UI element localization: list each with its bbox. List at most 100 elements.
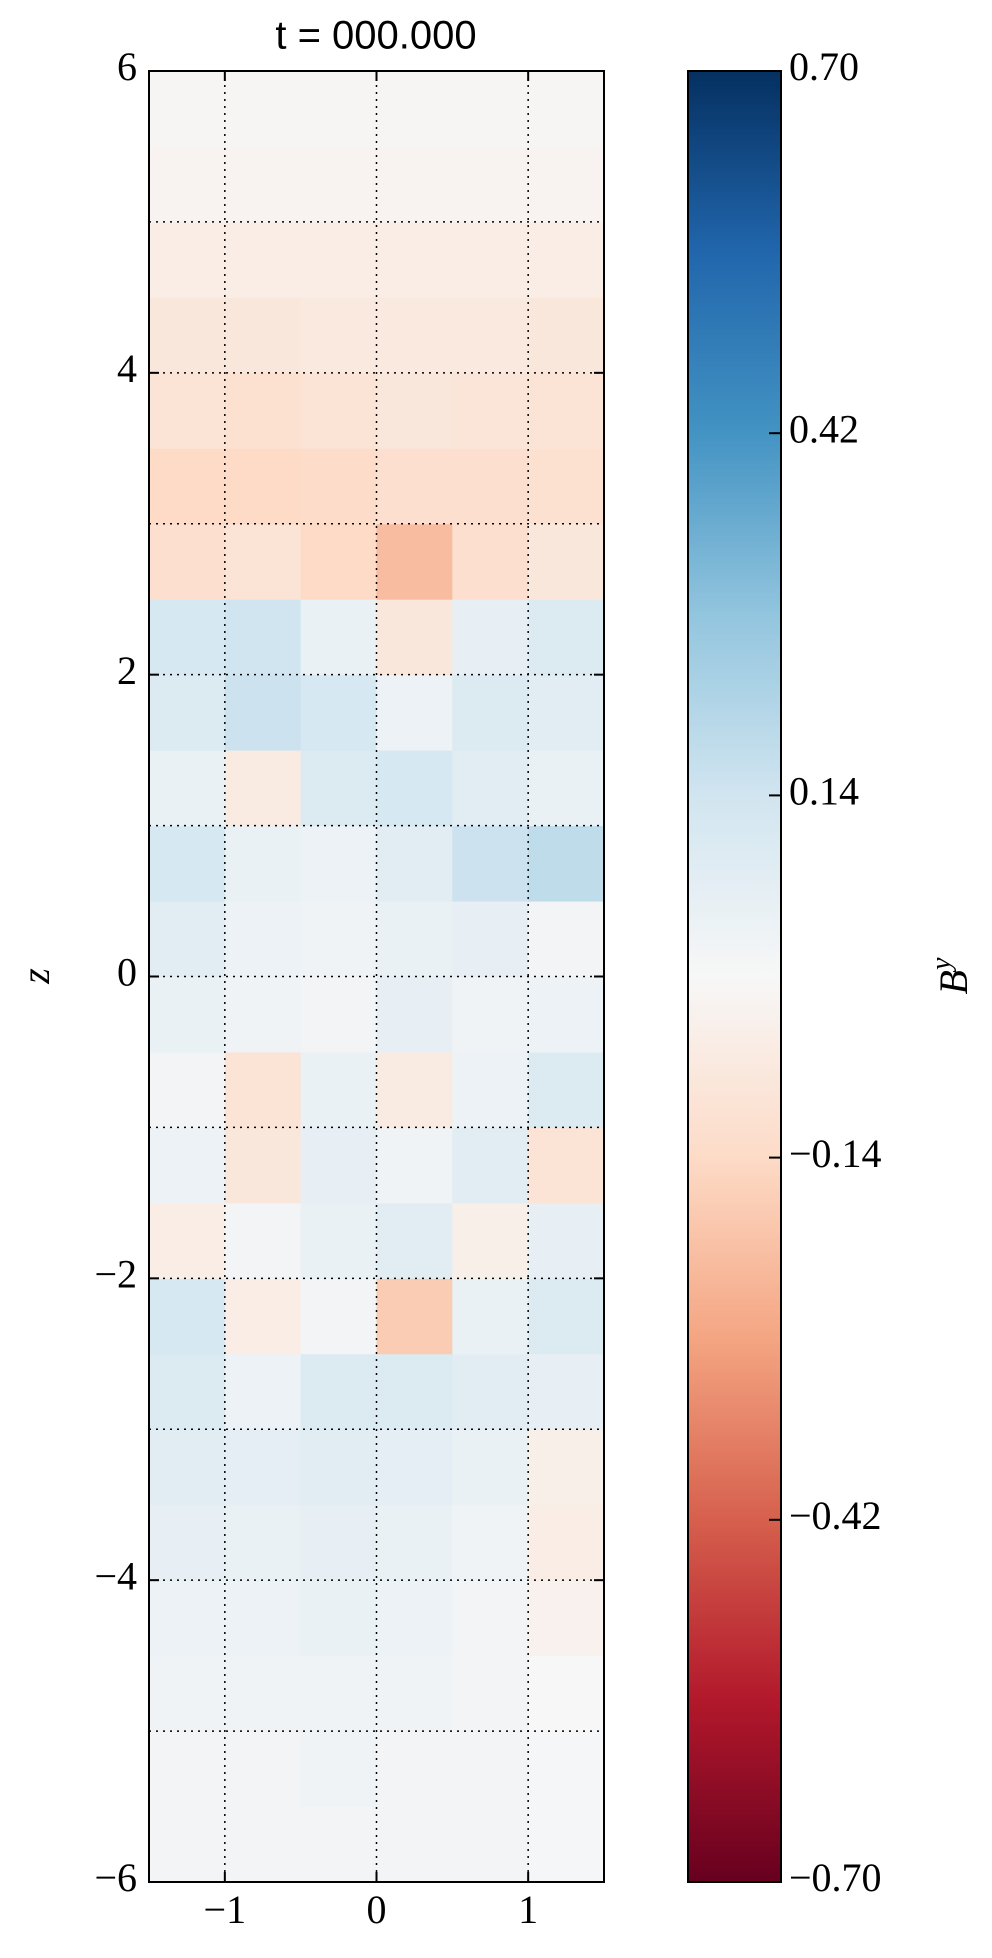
heatmap-cell <box>300 221 377 298</box>
heatmap-cell <box>224 71 302 147</box>
heatmap-cell <box>376 523 453 600</box>
heatmap-cell <box>376 674 453 751</box>
heatmap-cell <box>528 297 605 374</box>
heatmap-cell <box>149 1051 226 1128</box>
heatmap-cell <box>376 1429 453 1506</box>
heatmap-cell <box>528 1429 605 1506</box>
heatmap-cell <box>452 146 529 223</box>
heatmap-cell <box>300 297 377 374</box>
heatmap-cell <box>149 1806 226 1883</box>
heatmap-cell <box>376 1504 453 1581</box>
heatmap-cell <box>224 901 302 977</box>
heatmap-cell <box>452 1278 529 1355</box>
heatmap-cell <box>452 674 529 751</box>
heatmap-cell <box>528 71 605 147</box>
heatmap-cell <box>452 976 529 1053</box>
heatmap-cell <box>376 297 453 374</box>
heatmap-cell <box>224 221 302 298</box>
heatmap-cell <box>300 599 377 676</box>
heatmap-cell <box>452 750 529 827</box>
heatmap-cell <box>452 825 529 902</box>
heatmap-cell <box>452 523 529 600</box>
heatmap-cell <box>376 825 453 902</box>
heatmap-cell <box>452 1051 529 1128</box>
heatmap-cell <box>528 523 605 600</box>
heatmap-cell <box>452 1731 529 1808</box>
colorbar-tick-label: 0.14 <box>789 769 859 814</box>
heatmap-cell <box>224 1127 302 1204</box>
heatmap-cell <box>528 750 605 827</box>
heatmap-cell <box>376 372 453 449</box>
heatmap-cell <box>452 448 529 525</box>
heatmap-cell <box>528 1731 605 1808</box>
heatmap-cell <box>300 448 377 525</box>
chart-title: t = 000.000 <box>275 14 476 58</box>
heatmap-cell <box>224 297 302 374</box>
heatmap-cell <box>528 146 605 223</box>
heatmap-cell <box>149 1127 226 1204</box>
heatmap-cell <box>376 1353 453 1430</box>
heatmap-cell <box>376 1202 453 1279</box>
colorbar-label: By <box>926 957 976 994</box>
heatmap-cell <box>149 71 226 147</box>
heatmap-cell <box>376 750 453 827</box>
heatmap-cell <box>528 976 605 1053</box>
heatmap-cell <box>300 1429 377 1506</box>
y-tick-label: 6 <box>117 44 137 89</box>
heatmap-cell <box>149 825 226 902</box>
heatmap-cell <box>149 901 226 977</box>
heatmap-cell <box>224 674 302 751</box>
heatmap-cell <box>452 221 529 298</box>
heatmap-cell <box>452 372 529 449</box>
heatmap-cell <box>300 976 377 1053</box>
heatmap-cell <box>376 1278 453 1355</box>
y-tick-label: −4 <box>94 1553 137 1598</box>
heatmap-cell <box>376 146 453 223</box>
heatmap-cell <box>376 1051 453 1128</box>
heatmap-cell <box>149 146 226 223</box>
heatmap-cell <box>224 523 302 600</box>
heatmap-cell <box>149 1655 226 1732</box>
heatmap-cell <box>224 1353 302 1430</box>
heatmap-cell <box>149 1504 226 1581</box>
heatmap-cell <box>300 1806 377 1883</box>
colorbar-tick-label: −0.14 <box>789 1131 882 1176</box>
heatmap-cell <box>300 1731 377 1808</box>
heatmap-cell <box>149 1202 226 1279</box>
heatmap-cell <box>452 1202 529 1279</box>
heatmap-cell <box>149 523 226 600</box>
colorbar-label-superscript: y <box>926 957 957 973</box>
heatmap-cell <box>300 146 377 223</box>
heatmap-cell <box>224 1051 302 1128</box>
heatmap-cell <box>376 448 453 525</box>
x-tick-label: 0 <box>367 1887 387 1932</box>
y-tick-label: 4 <box>117 346 137 391</box>
heatmap-cell <box>300 674 377 751</box>
heatmap-cell <box>376 1127 453 1204</box>
heatmap-cell <box>300 1202 377 1279</box>
heatmap-cell <box>528 1202 605 1279</box>
heatmap-cell <box>452 71 529 147</box>
heatmap-cell <box>376 221 453 298</box>
heatmap-cell <box>452 1353 529 1430</box>
heatmap-cell <box>149 221 226 298</box>
heatmap-cell <box>452 901 529 977</box>
heatmap-cell <box>149 750 226 827</box>
heatmap-cell <box>300 750 377 827</box>
x-tick-label: 1 <box>518 1887 538 1932</box>
heatmap-cell <box>300 901 377 977</box>
heatmap-cell <box>452 1655 529 1732</box>
heatmap-cell <box>224 1504 302 1581</box>
heatmap-cell <box>300 71 377 147</box>
heatmap-cell <box>376 1655 453 1732</box>
heatmap-cell <box>528 221 605 298</box>
heatmap-cell <box>224 1429 302 1506</box>
heatmap-cell <box>452 1504 529 1581</box>
y-tick-label: 0 <box>117 950 137 995</box>
colorbar-tick-label: 0.42 <box>789 406 859 451</box>
y-axis-label: z <box>13 968 58 985</box>
heatmap-cell <box>300 1504 377 1581</box>
heatmap-cell <box>528 901 605 977</box>
colorbar <box>687 70 782 1883</box>
